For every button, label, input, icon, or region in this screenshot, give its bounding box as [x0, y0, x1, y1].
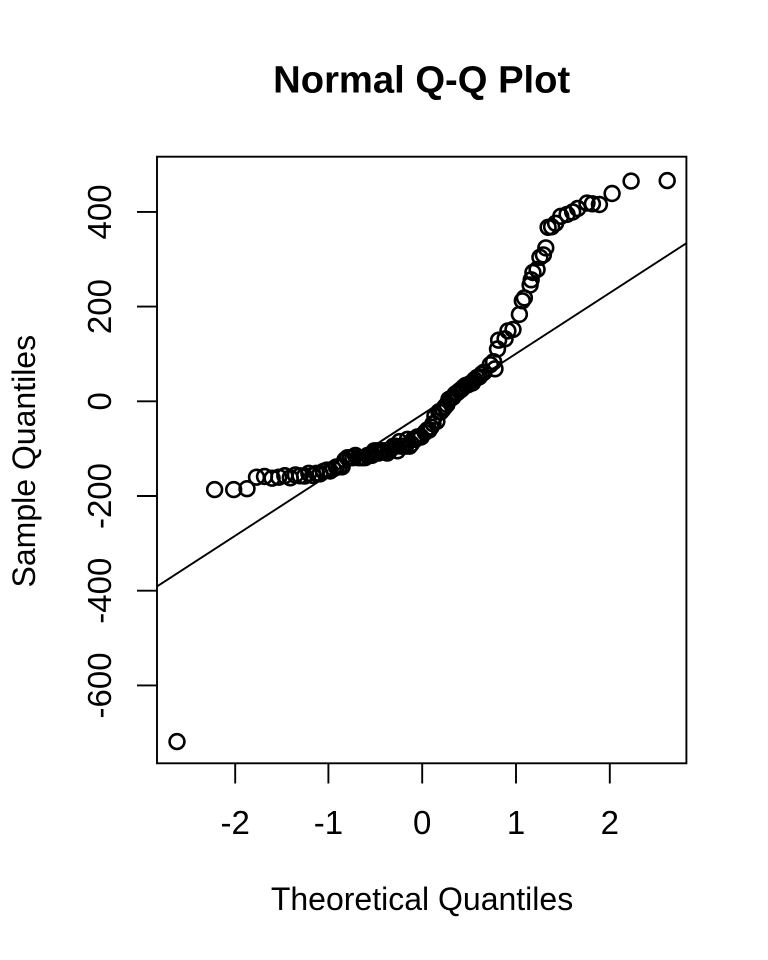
svg-text:-200: -200 [81, 463, 118, 529]
svg-text:-2: -2 [221, 804, 250, 841]
svg-text:Sample Quantiles: Sample Quantiles [6, 335, 42, 588]
svg-text:1: 1 [507, 804, 525, 841]
svg-text:400: 400 [81, 184, 118, 239]
svg-text:-400: -400 [81, 558, 118, 624]
svg-text:2: 2 [601, 804, 619, 841]
svg-text:Normal Q-Q Plot: Normal Q-Q Plot [273, 59, 570, 102]
svg-text:200: 200 [81, 279, 118, 334]
svg-text:0: 0 [413, 804, 431, 841]
svg-text:0: 0 [81, 392, 118, 410]
svg-text:-600: -600 [81, 652, 118, 718]
svg-text:-1: -1 [314, 804, 343, 841]
svg-text:Theoretical Quantiles: Theoretical Quantiles [271, 881, 573, 917]
